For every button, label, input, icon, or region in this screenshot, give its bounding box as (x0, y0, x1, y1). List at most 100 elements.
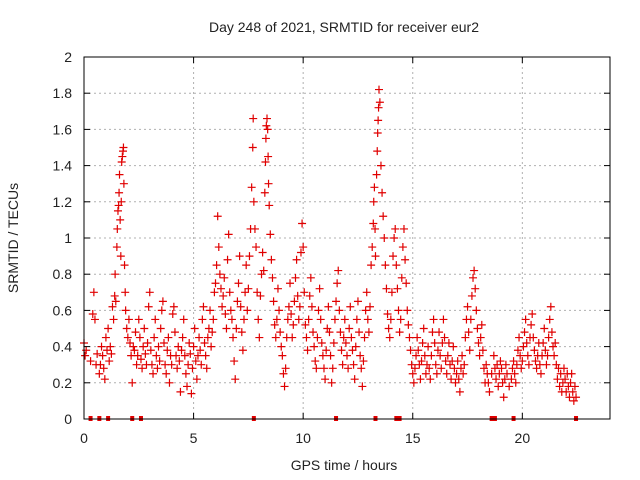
data-point (232, 324, 241, 333)
data-point (256, 291, 265, 300)
data-point (518, 357, 527, 366)
data-point (442, 369, 451, 378)
data-point (306, 273, 315, 282)
data-point (547, 328, 556, 337)
data-point (371, 224, 380, 233)
data-point (301, 320, 310, 329)
data-point (112, 243, 121, 252)
data-point (183, 382, 192, 391)
data-point (387, 288, 396, 297)
data-point (380, 234, 389, 242)
data-point (334, 266, 343, 275)
data-point (101, 333, 110, 342)
data-point (509, 357, 518, 366)
data-point (430, 338, 439, 347)
data-point (292, 255, 301, 264)
data-point (521, 315, 530, 324)
data-point (349, 360, 358, 369)
data-point (433, 346, 442, 355)
data-point (373, 147, 382, 156)
data-point (221, 310, 230, 319)
data-point (345, 324, 354, 333)
data-point (517, 364, 526, 373)
data-point (314, 306, 323, 315)
data-point (350, 375, 359, 384)
data-point (494, 382, 503, 391)
y-tick-label: 2 (64, 49, 72, 65)
data-point (106, 342, 115, 351)
data-point (212, 261, 221, 270)
data-point (191, 357, 200, 366)
data-point (321, 375, 330, 384)
data-point (279, 369, 288, 378)
data-point (397, 273, 406, 282)
data-point (568, 387, 577, 396)
data-point (130, 346, 139, 355)
data-point (393, 284, 402, 293)
data-point (150, 333, 159, 342)
data-point (473, 324, 482, 333)
data-point (541, 346, 550, 355)
data-point (241, 288, 250, 297)
data-point (513, 346, 522, 355)
data-point (122, 324, 131, 333)
data-point (177, 346, 186, 355)
data-point (118, 152, 127, 161)
data-point (561, 375, 570, 384)
data-point (455, 387, 464, 396)
chart-title: Day 248 of 2021, SRMTID for receiver eur… (209, 19, 479, 35)
data-point (519, 342, 528, 351)
data-point (184, 360, 193, 369)
data-point (272, 315, 281, 324)
data-point (222, 324, 231, 333)
data-point (268, 273, 277, 282)
data-point (287, 310, 296, 319)
data-point (359, 357, 368, 366)
data-point (421, 369, 430, 378)
data-point (316, 315, 325, 324)
data-point (505, 382, 514, 391)
data-point (569, 396, 578, 405)
data-point (113, 224, 122, 233)
data-point (259, 266, 268, 275)
data-point (467, 291, 476, 300)
data-point (173, 364, 182, 373)
y-tick-label: 0.6 (53, 302, 73, 318)
data-point (99, 364, 108, 373)
data-point (304, 315, 313, 324)
data-point (516, 351, 525, 360)
x-tick-label: 5 (190, 430, 198, 446)
data-point (368, 243, 377, 252)
data-point (234, 279, 243, 288)
data-point (358, 382, 367, 391)
y-tick-label: 1.4 (53, 158, 73, 174)
data-point (291, 273, 300, 282)
data-point (100, 375, 109, 384)
data-point (371, 252, 380, 261)
data-point (134, 315, 143, 324)
data-point (369, 219, 378, 228)
data-point (426, 375, 435, 384)
data-point (461, 333, 470, 342)
data-point (261, 157, 270, 166)
data-point (95, 369, 104, 378)
data-point (302, 333, 311, 342)
data-point (89, 288, 98, 297)
data-point (267, 255, 276, 264)
data-point (570, 382, 579, 391)
data-point (373, 129, 382, 138)
data-point (153, 364, 162, 373)
data-point (424, 342, 433, 351)
data-point (104, 324, 113, 333)
data-point (215, 270, 224, 279)
data-point (376, 161, 385, 170)
data-point (264, 152, 273, 161)
data-point (135, 333, 144, 342)
data-point (108, 302, 117, 311)
data-point (446, 360, 455, 369)
data-point (263, 114, 272, 123)
data-point (198, 315, 207, 324)
data-point (425, 364, 434, 373)
data-point (337, 346, 346, 355)
data-point (277, 342, 286, 351)
